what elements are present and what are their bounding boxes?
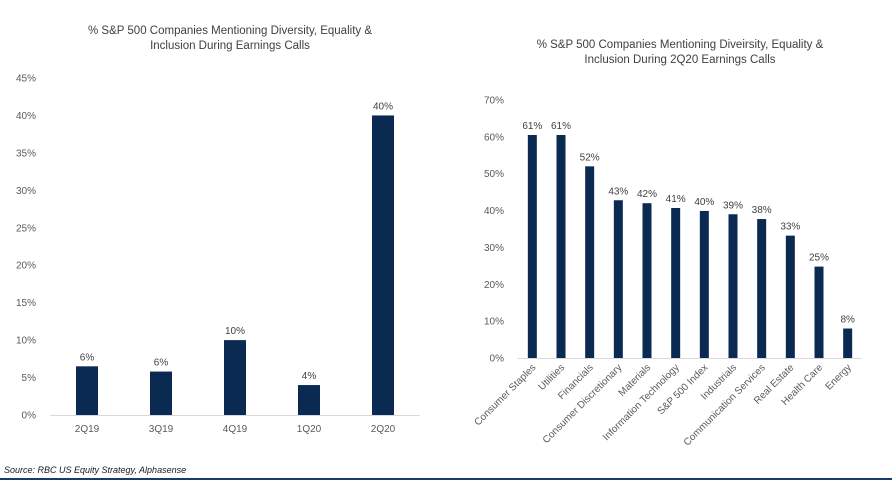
right-data-label: 41% bbox=[666, 194, 686, 205]
right-data-label: 52% bbox=[580, 152, 600, 163]
right-y-tick-label: 20% bbox=[484, 280, 504, 291]
right-bar bbox=[814, 266, 824, 358]
right-bar bbox=[613, 200, 623, 358]
right-chart-title-line-2: Inclusion During 2Q20 Earnings Calls bbox=[584, 54, 776, 66]
left-y-tick-label: 25% bbox=[16, 223, 36, 234]
right-y-tick-label: 40% bbox=[484, 206, 504, 217]
right-category-label: Consumer Staples bbox=[473, 362, 539, 428]
left-bar bbox=[224, 340, 246, 415]
left-category-label: 3Q19 bbox=[149, 424, 174, 435]
left-y-tick-label: 15% bbox=[16, 298, 36, 309]
right-data-label: 38% bbox=[752, 205, 772, 216]
right-category-label: Energy bbox=[824, 362, 854, 392]
right-data-label: 40% bbox=[694, 197, 714, 208]
footer-rule bbox=[0, 478, 892, 480]
left-y-tick-label: 20% bbox=[16, 261, 36, 272]
right-bar bbox=[785, 235, 795, 358]
left-y-tick-label: 0% bbox=[22, 411, 37, 422]
left-data-label: 4% bbox=[302, 371, 317, 382]
left-y-tick-label: 40% bbox=[16, 111, 36, 122]
left-category-label: 2Q20 bbox=[371, 424, 396, 435]
right-data-label: 33% bbox=[780, 222, 800, 233]
right-data-label: 42% bbox=[637, 189, 657, 200]
left-chart-title: % S&P 500 Companies Mentioning Diversity… bbox=[40, 24, 420, 54]
right-chart-title: % S&P 500 Companies Mentioning Diveirsit… bbox=[480, 38, 880, 68]
right-bar bbox=[585, 166, 595, 358]
left-y-tick-label: 45% bbox=[16, 74, 36, 85]
right-y-tick-label: 0% bbox=[490, 354, 505, 365]
right-bar bbox=[556, 135, 566, 358]
left-bar bbox=[150, 371, 172, 415]
right-bar bbox=[728, 214, 738, 358]
left-y-tick-label: 5% bbox=[22, 373, 37, 384]
source-note: Source: RBC US Equity Strategy, Alphasen… bbox=[4, 465, 187, 475]
right-chart-title-line-1: % S&P 500 Companies Mentioning Diveirsit… bbox=[536, 39, 824, 51]
right-data-label: 8% bbox=[840, 315, 855, 326]
left-bar bbox=[298, 385, 320, 415]
left-chart-title-line-2: Inclusion During Earnings Calls bbox=[150, 40, 310, 52]
left-y-tick-label: 10% bbox=[16, 336, 36, 347]
right-category-label: S&P 500 Index bbox=[656, 362, 711, 417]
left-bar bbox=[372, 115, 394, 415]
right-bar bbox=[527, 135, 537, 358]
left-data-label: 6% bbox=[80, 352, 95, 363]
right-bar bbox=[843, 328, 853, 358]
left-category-label: 2Q19 bbox=[75, 424, 100, 435]
right-bar-chart: 0% 10% 20% 30% 40% 50% 60% 70% 61% Consumer Stapl… bbox=[473, 96, 862, 448]
right-bar bbox=[671, 207, 681, 358]
right-data-label: 39% bbox=[723, 200, 743, 211]
left-data-label: 6% bbox=[154, 358, 169, 369]
right-data-label: 61% bbox=[551, 121, 571, 132]
right-data-label: 61% bbox=[522, 121, 542, 132]
left-category-label: 1Q20 bbox=[297, 424, 322, 435]
left-category-label: 4Q19 bbox=[223, 424, 248, 435]
right-bar bbox=[757, 219, 767, 358]
right-data-label: 25% bbox=[809, 253, 829, 264]
right-y-tick-label: 30% bbox=[484, 243, 504, 254]
right-y-tick-label: 10% bbox=[484, 317, 504, 328]
left-data-label: 10% bbox=[225, 326, 245, 337]
right-y-tick-label: 60% bbox=[484, 132, 504, 143]
left-data-label: 40% bbox=[373, 101, 393, 112]
right-y-tick-label: 50% bbox=[484, 169, 504, 180]
left-y-tick-label: 35% bbox=[16, 148, 36, 159]
left-bar bbox=[76, 366, 98, 415]
right-bar bbox=[699, 210, 709, 358]
left-chart-title-line-1: % S&P 500 Companies Mentioning Diversity… bbox=[87, 25, 373, 37]
right-data-label: 43% bbox=[608, 186, 628, 197]
right-y-tick-label: 70% bbox=[484, 96, 504, 107]
left-bar-chart: 0% 5% 10% 15% 20% 25% 30% 35% 40% 45% 6% 2Q19 6% 3Q19… bbox=[16, 74, 420, 435]
right-bar bbox=[642, 203, 652, 358]
left-y-tick-label: 30% bbox=[16, 186, 36, 197]
